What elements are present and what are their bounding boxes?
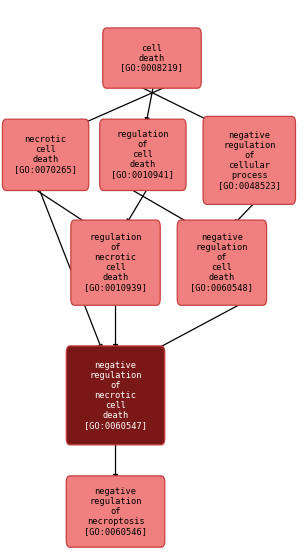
Text: regulation
of
cell
death
[GO:0010941]: regulation of cell death [GO:0010941]: [111, 131, 174, 179]
Text: negative
regulation
of
necrotic
cell
death
[GO:0060547]: negative regulation of necrotic cell dea…: [84, 361, 147, 430]
Text: cell
death
[GO:0008219]: cell death [GO:0008219]: [120, 44, 184, 72]
FancyBboxPatch shape: [103, 28, 201, 88]
FancyBboxPatch shape: [2, 119, 89, 190]
FancyBboxPatch shape: [100, 119, 186, 190]
FancyBboxPatch shape: [66, 346, 165, 445]
Text: negative
regulation
of
necroptosis
[GO:0060546]: negative regulation of necroptosis [GO:0…: [84, 487, 147, 536]
Text: regulation
of
necrotic
cell
death
[GO:0010939]: regulation of necrotic cell death [GO:00…: [84, 233, 147, 293]
FancyBboxPatch shape: [203, 117, 295, 205]
FancyBboxPatch shape: [66, 476, 165, 547]
FancyBboxPatch shape: [177, 220, 267, 305]
FancyBboxPatch shape: [71, 220, 160, 305]
Text: necrotic
cell
death
[GO:0070265]: necrotic cell death [GO:0070265]: [14, 135, 77, 174]
Text: negative
regulation
of
cellular
process
[GO:0048523]: negative regulation of cellular process …: [218, 131, 281, 190]
Text: negative
regulation
of
cell
death
[GO:0060548]: negative regulation of cell death [GO:00…: [190, 233, 254, 293]
